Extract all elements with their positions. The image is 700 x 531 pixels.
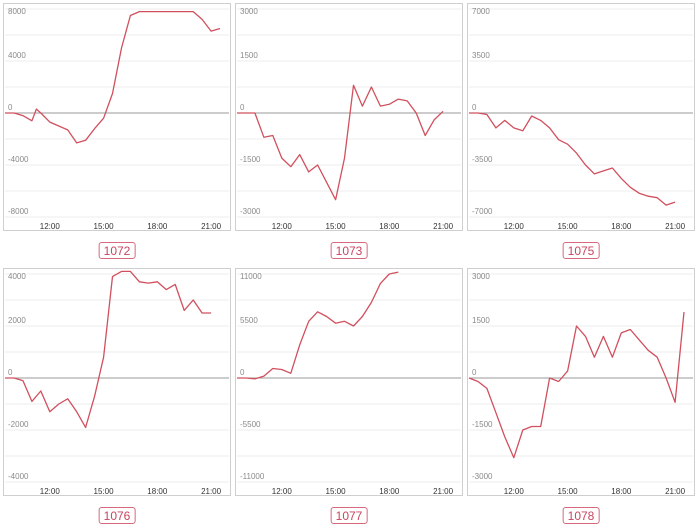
- x-tick-label: 18:00: [147, 487, 168, 495]
- y-tick-label: 0: [240, 368, 245, 377]
- y-tick-label: 1500: [472, 316, 490, 325]
- x-tick-label: 12:00: [40, 487, 61, 495]
- chart-title-tag[interactable]: 1073: [330, 242, 368, 259]
- x-tick-label: 15:00: [94, 222, 115, 230]
- x-tick-label: 18:00: [611, 487, 632, 495]
- chart-frame: 4000 2000 0 -2000 -4000 12:00 15:00 18:00 21:00: [3, 268, 231, 496]
- line-chart: 3000 1500 0 -1500 -3000 12:00 15:00 18:00 21:00: [237, 7, 461, 230]
- chart-title-tag[interactable]: 1078: [562, 507, 600, 524]
- y-tick-label: -11000: [240, 472, 265, 481]
- chart-panel-1073: 3000 1500 0 -1500 -3000 12:00 15:00 18:00 21:00 …: [235, 3, 463, 264]
- line-chart: 7000 3500 0 -3500 -7000 12:00 15:00 18:00 21:00: [469, 7, 693, 230]
- x-tick-label: 12:00: [40, 222, 61, 230]
- chart-frame: 7000 3500 0 -3500 -7000 12:00 15:00 18:00 21:00: [467, 3, 695, 231]
- x-tick-label: 21:00: [665, 222, 686, 230]
- line-chart: 11000 5500 0 -5500 -11000 12:00 15:00 18:00 21:0…: [237, 271, 461, 495]
- line-chart: 4000 2000 0 -2000 -4000 12:00 15:00 18:00 21:00: [5, 270, 229, 495]
- x-tick-label: 15:00: [558, 487, 579, 495]
- x-tick-label: 12:00: [272, 487, 293, 495]
- x-tick-label: 18:00: [379, 222, 400, 230]
- y-tick-label: -4000: [8, 155, 29, 164]
- y-tick-label: -1500: [240, 155, 261, 164]
- y-tick-label: 11000: [240, 272, 262, 281]
- chart-title-tag[interactable]: 1075: [562, 242, 600, 259]
- series-line: [5, 10, 221, 144]
- y-tick-label: -8000: [8, 207, 29, 216]
- y-tick-label: 5500: [240, 316, 258, 325]
- x-tick-label: 15:00: [326, 487, 347, 495]
- y-tick-label: 3000: [472, 272, 490, 281]
- series-line: [237, 271, 399, 380]
- chart-panel-1075: 7000 3500 0 -3500 -7000 12:00 15:00 18:00 21:00 …: [467, 3, 695, 264]
- x-tick-label: 12:00: [504, 487, 525, 495]
- line-chart: 8000 4000 0 -4000 -8000 12:00 15:00 18:00 21:00: [5, 7, 229, 230]
- y-tick-label: -7000: [472, 207, 493, 216]
- series-line: [468, 312, 685, 459]
- x-tick-label: 21:00: [201, 222, 222, 230]
- chart-frame: 3000 1500 0 -1500 -3000 12:00 15:00 18:00 21:00: [235, 3, 463, 231]
- x-tick-label: 15:00: [558, 222, 579, 230]
- y-tick-label: 0: [472, 368, 477, 377]
- x-tick-label: 15:00: [326, 222, 347, 230]
- chart-frame: 3000 1500 0 -1500 -3000 12:00 15:00 18:00 21:00: [467, 268, 695, 496]
- x-tick-label: 21:00: [201, 487, 222, 495]
- y-tick-label: 0: [8, 103, 13, 112]
- x-tick-label: 21:00: [665, 487, 686, 495]
- y-tick-label: -3000: [240, 207, 261, 216]
- y-tick-label: 7000: [472, 7, 490, 16]
- y-tick-label: -3500: [472, 155, 493, 164]
- y-tick-label: 3000: [240, 7, 258, 16]
- x-tick-label: 18:00: [611, 222, 632, 230]
- series-line: [5, 270, 212, 429]
- x-tick-label: 21:00: [433, 487, 454, 495]
- x-tick-label: 18:00: [379, 487, 400, 495]
- y-tick-label: -2000: [8, 420, 29, 429]
- x-tick-label: 21:00: [433, 222, 454, 230]
- y-tick-label: 8000: [8, 7, 26, 16]
- y-tick-label: 0: [240, 103, 245, 112]
- x-tick-label: 12:00: [272, 222, 293, 230]
- y-tick-label: 4000: [8, 272, 26, 281]
- x-tick-label: 12:00: [504, 222, 525, 230]
- y-tick-label: 2000: [8, 316, 26, 325]
- chart-title-tag[interactable]: 1076: [98, 507, 136, 524]
- y-tick-label: -3000: [472, 472, 493, 481]
- chart-panel-1076: 4000 2000 0 -2000 -4000 12:00 15:00 18:00 21:00 …: [3, 268, 231, 529]
- line-chart: 3000 1500 0 -1500 -3000 12:00 15:00 18:00 21:00: [468, 272, 693, 495]
- chart-panel-1078: 3000 1500 0 -1500 -3000 12:00 15:00 18:00 21:00 …: [467, 268, 695, 529]
- chart-panel-1072: 8000 4000 0 -4000 -8000 12:00 15:00 18:00 21:00 …: [3, 3, 231, 264]
- y-tick-label: 1500: [240, 51, 258, 60]
- y-tick-label: -4000: [8, 472, 29, 481]
- y-tick-label: -5500: [240, 420, 261, 429]
- y-tick-label: 3500: [472, 51, 490, 60]
- series-line: [237, 84, 444, 201]
- x-tick-label: 15:00: [94, 487, 115, 495]
- x-tick-label: 18:00: [147, 222, 168, 230]
- chart-frame: 11000 5500 0 -5500 -11000 12:00 15:00 18:00 21:0…: [235, 268, 463, 496]
- chart-title-tag[interactable]: 1077: [330, 507, 368, 524]
- y-tick-label: -1500: [472, 420, 493, 429]
- y-tick-label: 4000: [8, 51, 26, 60]
- chart-frame: 8000 4000 0 -4000 -8000 12:00 15:00 18:00 21:00: [3, 3, 231, 231]
- series-line: [469, 112, 676, 206]
- y-tick-label: 0: [472, 103, 477, 112]
- y-tick-label: 0: [8, 368, 13, 377]
- chart-title-tag[interactable]: 1072: [98, 242, 136, 259]
- chart-panel-1077: 11000 5500 0 -5500 -11000 12:00 15:00 18:00 21:0…: [235, 268, 463, 529]
